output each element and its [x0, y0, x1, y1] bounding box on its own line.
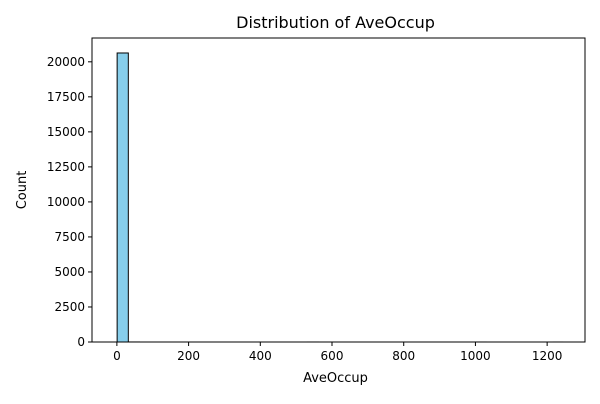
y-axis-label: Count [15, 171, 30, 210]
y-tick-label-3: 7500 [54, 230, 85, 244]
y-tick-label-2: 5000 [54, 265, 85, 279]
x-tick-label-4: 800 [392, 349, 415, 363]
x-tick-label-1: 200 [177, 349, 200, 363]
y-tick-label-0: 0 [77, 335, 85, 349]
x-axis-label: AveOccup [303, 371, 368, 386]
x-tick-label-6: 1200 [532, 349, 563, 363]
x-tick-label-2: 400 [249, 349, 272, 363]
plot-frame [92, 38, 585, 342]
histogram-bar-0 [117, 53, 128, 342]
y-tick-label-1: 2500 [54, 300, 85, 314]
y-tick-label-8: 20000 [47, 55, 85, 69]
y-tick-label-7: 17500 [47, 90, 85, 104]
bars-group [117, 53, 563, 342]
x-tick-label-0: 0 [113, 349, 121, 363]
x-axis-ticks: 0 200 400 600 800 1000 1200 [113, 342, 562, 363]
y-axis-ticks: 0 2500 5000 7500 10000 12500 15000 17500 20000 [47, 55, 92, 349]
y-tick-label-6: 15000 [47, 125, 85, 139]
y-tick-label-4: 10000 [47, 195, 85, 209]
x-tick-label-5: 1000 [460, 349, 491, 363]
chart-title: Distribution of AveOccup [236, 13, 435, 32]
y-tick-label-5: 12500 [47, 160, 85, 174]
x-tick-label-3: 600 [321, 349, 344, 363]
